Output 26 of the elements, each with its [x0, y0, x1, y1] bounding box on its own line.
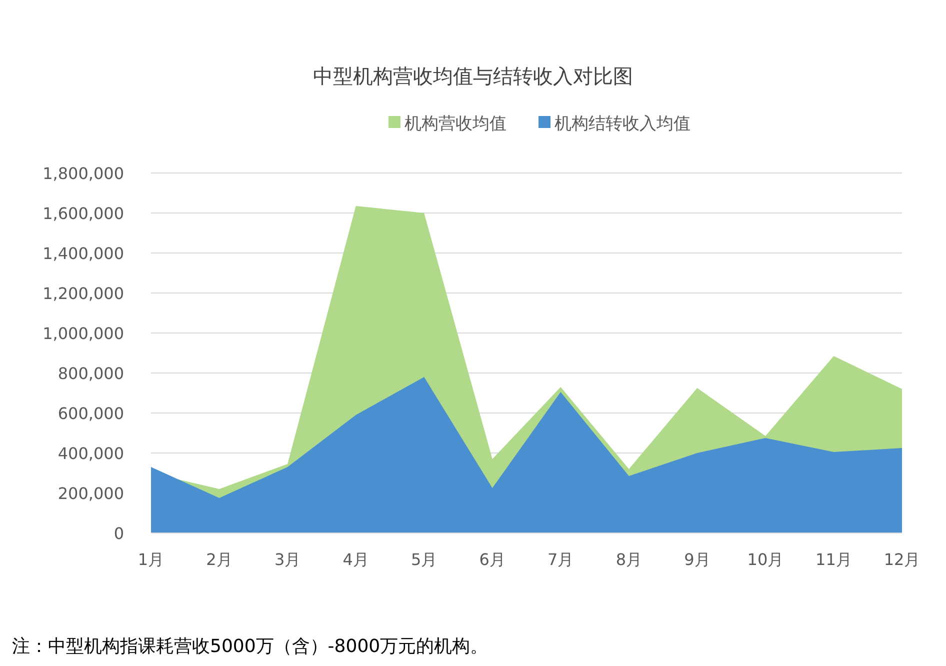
x-tick-label: 7月	[548, 550, 574, 569]
y-tick-label: 800,000	[58, 364, 124, 383]
legend-label: 机构结转收入均值	[554, 114, 690, 134]
y-tick-label: 200,000	[58, 484, 124, 503]
x-tick-label: 3月	[274, 550, 301, 569]
y-tick-label: 1,400,000	[42, 244, 124, 263]
chart-title: 中型机构营收均值与结转收入对比图	[313, 64, 633, 88]
legend-label: 机构营收均值	[404, 114, 506, 134]
x-tick-label: 1月	[138, 550, 164, 569]
text: 注：中型机构指课耗营收5000万（含）-8000万元的机构。	[12, 636, 488, 657]
y-tick-label: 1,800,000	[42, 164, 124, 183]
x-tick-label: 2月	[206, 550, 232, 569]
x-tick-label: 12月	[884, 550, 920, 569]
y-tick-label: 1,200,000	[42, 284, 124, 303]
y-tick-label: 1,000,000	[42, 324, 124, 343]
x-tick-label: 4月	[342, 550, 369, 569]
x-tick-label: 5月	[410, 550, 438, 569]
y-tick-label: 400,000	[58, 444, 124, 463]
y-tick-label: 0	[114, 524, 124, 543]
x-tick-label: 10月	[747, 550, 784, 569]
y-tick-label: 1,600,000	[42, 204, 124, 223]
x-tick-label: 6月	[479, 550, 506, 569]
y-tick-label: 600,000	[58, 404, 124, 423]
x-tick-label: 11月	[816, 550, 852, 569]
x-tick-label: 8月	[616, 550, 642, 569]
x-tick-label: 9月	[684, 550, 710, 569]
